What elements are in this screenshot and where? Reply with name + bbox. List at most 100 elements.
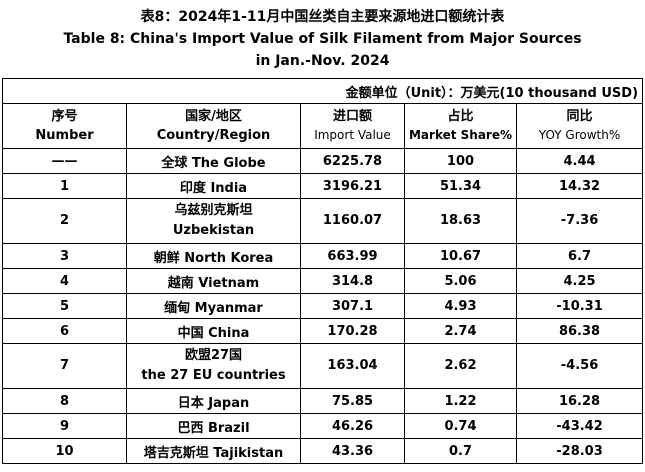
table-row: 10 塔吉克斯坦 Tajikistan 43.36 0.7 -28.03	[2, 438, 644, 464]
table-row: —— 全球 The Globe 6225.78 100 4.44	[2, 148, 644, 174]
country-name: 日本 Japan	[177, 395, 250, 411]
cell-import-value: 314.8	[300, 268, 405, 294]
country-name: 全球 The Globe	[161, 155, 266, 171]
cell-import-value: 75.85	[300, 388, 405, 414]
table-title: 表8：2024年1-11月中国丝类自主要来源地进口额统计表 Table 8: C…	[2, 2, 643, 78]
table-row: 3 朝鲜 North Korea 663.99 10.67 6.7	[2, 243, 644, 269]
country-name: 印度 India	[179, 180, 248, 196]
header-market-share: 占比 Market Share%	[404, 103, 517, 149]
country-name: 缅甸 Myanmar	[164, 300, 263, 316]
cell-country: 越南 Vietnam	[126, 268, 301, 294]
cell-country: 巴西 Brazil	[126, 413, 301, 439]
unit-label: 金额单位（Unit）：万美元(10 thousand USD)	[1, 78, 644, 104]
header-row: 序号 Number 国家/地区 Country/Region 进口额 Impor…	[2, 103, 644, 149]
title-en-line1: Table 8: China's Import Value of Silk Fi…	[63, 31, 582, 47]
cell-number: 8	[2, 388, 127, 414]
table-row: 9 巴西 Brazil 46.26 0.74 -43.42	[2, 413, 644, 439]
table-row: 6 中国 China 170.28 2.74 86.38	[2, 318, 644, 344]
cell-country: 朝鲜 North Korea	[126, 243, 301, 269]
header-number-zh: 序号	[51, 109, 78, 124]
cell-number: 5	[2, 293, 127, 319]
title-zh: 表8：2024年1-11月中国丝类自主要来源地进口额统计表	[140, 9, 505, 25]
header-country-zh: 国家/地区	[185, 109, 242, 124]
import-value-table: 金额单位（Unit）：万美元(10 thousand USD) 序号 Numbe…	[1, 78, 644, 464]
header-number-en: Number	[35, 128, 94, 143]
cell-yoy-growth: -43.42	[515, 413, 644, 439]
header-country: 国家/地区 Country/Region	[126, 103, 301, 149]
cell-yoy-growth: -4.56	[515, 343, 644, 389]
cell-import-value: 663.99	[300, 243, 405, 269]
cell-import-value: 307.1	[300, 293, 405, 319]
header-country-en: Country/Region	[156, 128, 271, 143]
table-row: 2 乌兹别克斯坦 Uzbekistan 1160.07 18.63 -7.36	[2, 198, 644, 244]
cell-market-share: 2.74	[404, 318, 517, 344]
cell-market-share: 0.74	[404, 413, 517, 439]
cell-import-value: 46.26	[300, 413, 405, 439]
country-name: 塔吉克斯坦 Tajikistan	[143, 445, 284, 461]
header-share-zh: 占比	[447, 109, 474, 124]
cell-market-share: 0.7	[404, 438, 517, 464]
country-name: 乌兹别克斯坦	[174, 203, 253, 218]
country-name: 越南 Vietnam	[167, 275, 260, 291]
cell-market-share: 100	[404, 148, 517, 174]
cell-market-share: 4.93	[404, 293, 517, 319]
country-name: 巴西 Brazil	[177, 420, 250, 436]
cell-import-value: 3196.21	[300, 173, 405, 199]
cell-import-value: 170.28	[300, 318, 405, 344]
country-name: 欧盟27国	[184, 348, 243, 363]
cell-country: 日本 Japan	[126, 388, 301, 414]
cell-number: 6	[2, 318, 127, 344]
cell-import-value: 1160.07	[300, 198, 405, 244]
table-row: 4 越南 Vietnam 314.8 5.06 4.25	[2, 268, 644, 294]
cell-import-value: 6225.78	[300, 148, 405, 174]
cell-yoy-growth: -7.36	[515, 198, 644, 244]
header-import-value: 进口额 Import Value	[300, 103, 405, 149]
cell-country: 中国 China	[126, 318, 301, 344]
cell-number: 7	[2, 343, 127, 389]
title-en-line2: in Jan.-Nov. 2024	[255, 53, 390, 69]
cell-country: 欧盟27国 the 27 EU countries	[126, 343, 301, 389]
unit-row: 金额单位（Unit）：万美元(10 thousand USD)	[1, 78, 644, 104]
header-yoy-growth: 同比 YOY Growth%	[515, 103, 644, 149]
cell-market-share: 51.34	[404, 173, 517, 199]
cell-number: 10	[2, 438, 127, 464]
cell-yoy-growth: 4.25	[515, 268, 644, 294]
cell-yoy-growth: 86.38	[515, 318, 644, 344]
header-share-en: Market Share%	[408, 128, 513, 142]
table-row: 8 日本 Japan 75.85 1.22 16.28	[2, 388, 644, 414]
cell-market-share: 2.62	[404, 343, 517, 389]
cell-market-share: 1.22	[404, 388, 517, 414]
cell-yoy-growth: 14.32	[515, 173, 644, 199]
cell-import-value: 163.04	[300, 343, 405, 389]
header-value-zh: 进口额	[332, 109, 372, 124]
cell-number: 1	[2, 173, 127, 199]
header-number: 序号 Number	[2, 103, 127, 149]
cell-number: 9	[2, 413, 127, 439]
country-name: 朝鲜 North Korea	[153, 250, 274, 266]
country-name-en: the 27 EU countries	[141, 368, 286, 383]
cell-country: 缅甸 Myanmar	[126, 293, 301, 319]
cell-country: 塔吉克斯坦 Tajikistan	[126, 438, 301, 464]
cell-number: 3	[2, 243, 127, 269]
cell-country: 全球 The Globe	[126, 148, 301, 174]
country-name: 中国 China	[177, 325, 250, 341]
table-row: 1 印度 India 3196.21 51.34 14.32	[2, 173, 644, 199]
cell-import-value: 43.36	[300, 438, 405, 464]
cell-market-share: 18.63	[404, 198, 517, 244]
header-yoy-en: YOY Growth%	[538, 128, 621, 142]
cell-country: 乌兹别克斯坦 Uzbekistan	[126, 198, 301, 244]
cell-number: 2	[2, 198, 127, 244]
cell-yoy-growth: 6.7	[515, 243, 644, 269]
table-row: 7 欧盟27国 the 27 EU countries 163.04 2.62 -4.56	[2, 343, 644, 389]
cell-yoy-growth: -10.31	[515, 293, 644, 319]
header-value-en: Import Value	[314, 128, 391, 142]
cell-yoy-growth: -28.03	[515, 438, 644, 464]
cell-market-share: 10.67	[404, 243, 517, 269]
table-row: 5 缅甸 Myanmar 307.1 4.93 -10.31	[2, 293, 644, 319]
country-name-en: Uzbekistan	[172, 223, 255, 238]
header-yoy-zh: 同比	[566, 109, 593, 124]
cell-yoy-growth: 16.28	[515, 388, 644, 414]
cell-yoy-growth: 4.44	[515, 148, 644, 174]
cell-market-share: 5.06	[404, 268, 517, 294]
